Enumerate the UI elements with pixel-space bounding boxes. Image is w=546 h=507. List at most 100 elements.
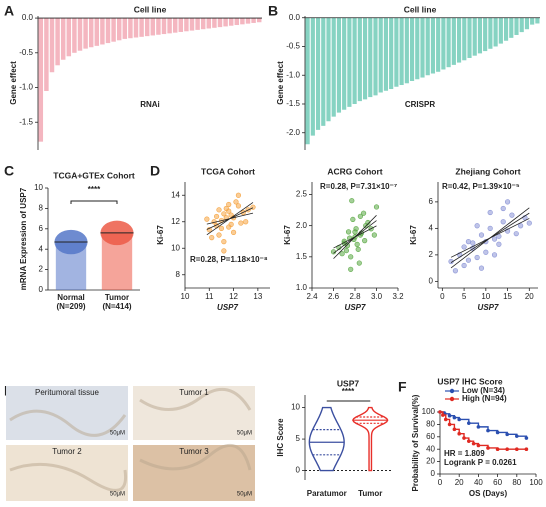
point bbox=[349, 198, 355, 204]
bar bbox=[352, 17, 357, 104]
scale-bar-label: 50μM bbox=[110, 431, 125, 437]
micrographs: Peritumoral tissue Tumor 1 Tumor 2 Tumor… bbox=[6, 386, 255, 501]
point bbox=[526, 220, 532, 226]
y-axis-label: Ki-67 bbox=[156, 225, 165, 245]
bar bbox=[83, 18, 88, 49]
y-tick-label: 2.0 bbox=[296, 221, 308, 230]
point bbox=[496, 233, 502, 239]
x-tick-label: 13 bbox=[253, 292, 262, 301]
y-tick-label: 0 bbox=[429, 276, 434, 285]
bar bbox=[122, 18, 128, 39]
legend-label: High (N=94) bbox=[462, 394, 507, 403]
x-tick-label: Paratumor bbox=[307, 489, 347, 498]
y-tick-label: -1.0 bbox=[286, 70, 300, 79]
y-tick-label: 14 bbox=[171, 190, 180, 199]
y-tick-label: 20 bbox=[426, 457, 435, 466]
bar bbox=[167, 18, 172, 34]
x-tick-label: 20 bbox=[525, 292, 534, 301]
image bbox=[133, 386, 255, 440]
x-axis-label: OS (Days) bbox=[469, 489, 508, 498]
point bbox=[348, 266, 354, 272]
point bbox=[221, 211, 227, 217]
bar bbox=[111, 18, 116, 42]
annotation: **** bbox=[88, 185, 101, 194]
bar bbox=[133, 18, 139, 38]
x-axis-label: USP7 bbox=[478, 303, 499, 312]
bar bbox=[446, 17, 451, 68]
censor-mark bbox=[524, 436, 529, 440]
bar bbox=[336, 17, 342, 113]
bar bbox=[256, 18, 262, 23]
bar bbox=[315, 17, 321, 130]
censor-mark bbox=[505, 447, 510, 452]
point bbox=[235, 203, 242, 209]
y-tick-label: 10 bbox=[34, 183, 43, 192]
bar bbox=[321, 17, 326, 126]
bar bbox=[172, 18, 178, 33]
bar bbox=[251, 18, 256, 23]
y-tick-label: 5 bbox=[296, 434, 301, 443]
point bbox=[491, 252, 498, 258]
image-label: Tumor 3 bbox=[179, 447, 209, 456]
panel-label: B bbox=[268, 3, 278, 19]
violin bbox=[308, 406, 345, 472]
bar bbox=[514, 17, 519, 35]
bar bbox=[378, 17, 383, 93]
point bbox=[496, 241, 502, 247]
censor-mark bbox=[486, 446, 490, 450]
panel-label: C bbox=[4, 163, 14, 179]
bar bbox=[420, 17, 425, 78]
bar bbox=[55, 18, 60, 66]
point bbox=[357, 213, 363, 219]
x-axis-label: USP7 bbox=[217, 303, 238, 312]
scale-bar-label: 50μM bbox=[237, 492, 252, 498]
point bbox=[361, 210, 367, 216]
censor-mark bbox=[524, 447, 529, 452]
x-tick-label: 20 bbox=[455, 478, 464, 487]
bar bbox=[530, 17, 535, 25]
annotation: Logrank P = 0.0261 bbox=[444, 458, 517, 467]
point bbox=[243, 219, 249, 225]
image bbox=[133, 445, 255, 501]
image-label: Peritumoral tissue bbox=[35, 388, 100, 397]
bar bbox=[189, 18, 195, 31]
bar bbox=[409, 17, 415, 81]
y-tick-label: 0.0 bbox=[289, 13, 301, 22]
bar bbox=[368, 17, 373, 98]
y-tick-label: -1.5 bbox=[19, 117, 33, 126]
x-tick-label: 5 bbox=[462, 292, 467, 301]
bar bbox=[415, 17, 420, 80]
annotation: R=0.28, P=7.31×10⁻⁷ bbox=[320, 182, 397, 191]
censor-mark bbox=[495, 447, 500, 452]
y-tick-label: 40 bbox=[426, 444, 435, 453]
y-tick-label: 2 bbox=[429, 250, 434, 259]
y-tick-label: 8 bbox=[39, 204, 44, 213]
bar bbox=[467, 17, 472, 58]
x-tick-label: 11 bbox=[205, 292, 214, 301]
bar bbox=[200, 18, 206, 30]
bar bbox=[234, 18, 240, 26]
y-tick-label: 80 bbox=[426, 420, 435, 429]
point bbox=[487, 209, 493, 216]
fit-line bbox=[206, 202, 254, 236]
point bbox=[216, 207, 222, 213]
bar bbox=[206, 18, 212, 29]
point bbox=[478, 232, 485, 238]
bar bbox=[88, 18, 94, 48]
bar bbox=[399, 17, 404, 86]
bar bbox=[100, 18, 105, 45]
x-tick-label: 2.6 bbox=[328, 292, 340, 301]
point bbox=[478, 265, 485, 271]
point bbox=[513, 231, 519, 237]
bar bbox=[72, 18, 77, 53]
bar bbox=[60, 18, 66, 60]
censor-mark bbox=[452, 415, 457, 420]
bar bbox=[156, 18, 161, 35]
censor-mark bbox=[447, 413, 452, 418]
x-tick-label: 3.2 bbox=[392, 292, 404, 301]
chart-title: Zhejiang Cohort bbox=[455, 166, 520, 176]
y-tick-label: -0.5 bbox=[286, 42, 300, 51]
bar bbox=[144, 18, 150, 37]
point bbox=[355, 246, 361, 252]
